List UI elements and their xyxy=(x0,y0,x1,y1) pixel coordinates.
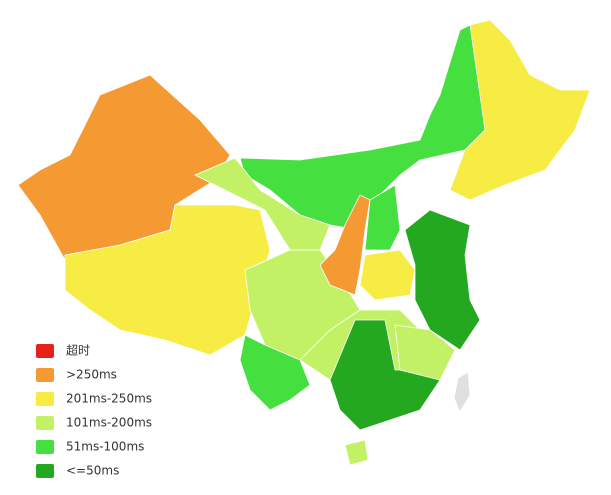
region xyxy=(239,334,311,411)
region xyxy=(194,157,331,251)
legend-swatch xyxy=(36,344,54,358)
region xyxy=(394,324,456,381)
legend-label: 201ms-250ms xyxy=(66,392,152,406)
legend: 超时 >250ms 201ms-250ms 101ms-200ms 51ms-100ms… xyxy=(36,343,152,478)
legend-swatch xyxy=(36,440,54,454)
region xyxy=(359,249,416,301)
legend-label: 51ms-100ms xyxy=(66,440,144,454)
legend-label: 101ms-200ms xyxy=(66,416,152,430)
legend-label: 超时 xyxy=(66,343,90,358)
legend-label: >250ms xyxy=(66,368,117,382)
region xyxy=(364,184,401,251)
legend-swatch xyxy=(36,368,54,382)
region xyxy=(453,371,471,413)
region xyxy=(319,194,371,296)
region xyxy=(404,209,481,351)
legend-swatch xyxy=(36,464,54,478)
provinces xyxy=(17,19,591,466)
region xyxy=(344,439,369,466)
legend-swatch xyxy=(36,392,54,406)
legend-label: <=50ms xyxy=(66,464,119,478)
region xyxy=(449,19,591,201)
legend-swatch xyxy=(36,416,54,430)
